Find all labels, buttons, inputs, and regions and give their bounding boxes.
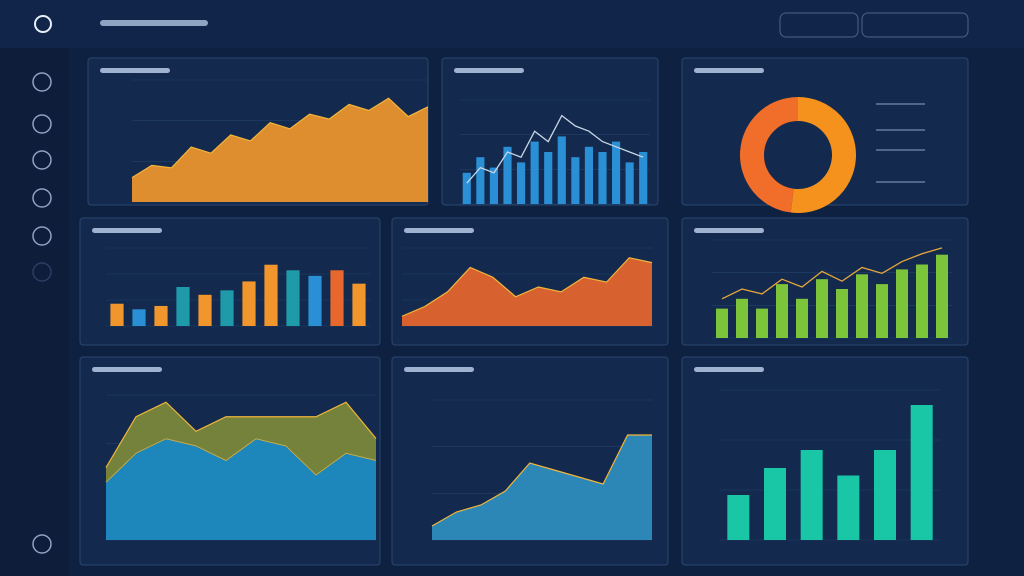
nav-icon[interactable]	[32, 188, 52, 208]
bar	[286, 270, 300, 326]
bar	[856, 274, 868, 338]
bar	[352, 283, 366, 326]
bar	[476, 157, 485, 204]
nav-icon[interactable]	[32, 150, 52, 170]
panel-title-placeholder	[92, 228, 162, 233]
toolbar-button[interactable]	[861, 12, 969, 38]
bar	[330, 270, 344, 326]
bar	[639, 152, 648, 204]
area	[132, 98, 428, 202]
bar	[132, 309, 146, 326]
bar	[154, 305, 168, 326]
bar	[837, 475, 860, 540]
nav-icon[interactable]	[32, 72, 52, 92]
bar	[530, 141, 539, 204]
bar	[198, 294, 212, 326]
sidebar	[0, 48, 70, 576]
panel-title-placeholder	[694, 228, 764, 233]
bar	[796, 298, 808, 338]
bar	[598, 152, 607, 204]
nav-icon[interactable]	[32, 114, 52, 134]
bar	[800, 450, 823, 540]
area	[432, 435, 652, 540]
nav-icon[interactable]	[32, 226, 52, 246]
line	[721, 247, 943, 300]
line	[466, 114, 644, 184]
panel	[681, 356, 969, 566]
panel-title-placeholder	[92, 367, 162, 372]
bar	[557, 136, 566, 204]
panel-title-placeholder	[454, 68, 524, 73]
area-edge	[401, 257, 653, 317]
area	[106, 402, 376, 482]
nav-icon[interactable]	[32, 534, 52, 554]
bar	[764, 468, 786, 540]
bar	[776, 284, 788, 338]
bar	[756, 308, 768, 338]
bar	[910, 405, 933, 540]
area	[106, 438, 376, 540]
area-edge	[105, 401, 377, 468]
toolbar-button[interactable]	[779, 12, 859, 38]
bar	[736, 298, 748, 338]
bar	[308, 275, 322, 326]
bar	[110, 303, 124, 326]
panel-title-placeholder	[694, 68, 764, 73]
bar	[612, 141, 621, 204]
bar	[625, 162, 634, 204]
bar	[876, 284, 888, 338]
bar	[936, 254, 948, 338]
bar	[896, 269, 908, 338]
logo	[34, 15, 52, 33]
bar	[571, 157, 580, 204]
bar	[916, 264, 928, 338]
bar	[517, 162, 526, 204]
bar	[242, 281, 256, 326]
area-edge	[431, 434, 652, 527]
panel-title-placeholder	[404, 367, 474, 372]
bar	[176, 287, 190, 326]
bar	[816, 279, 828, 338]
bar	[874, 450, 896, 540]
bar	[489, 167, 498, 204]
bar	[544, 152, 553, 204]
bar	[264, 264, 278, 326]
bar	[503, 146, 512, 204]
bar	[727, 495, 750, 540]
panel-title-placeholder	[404, 228, 474, 233]
area-edge	[131, 97, 429, 179]
bar	[716, 308, 728, 338]
donut-segment	[790, 97, 856, 213]
title-placeholder	[100, 20, 208, 26]
bar	[584, 146, 593, 204]
bar	[220, 290, 234, 326]
panel-title-placeholder	[694, 367, 764, 372]
donut-segment	[740, 97, 799, 213]
bar	[462, 172, 471, 204]
nav-icon[interactable]	[32, 262, 52, 282]
bar	[836, 289, 848, 338]
panel-title-placeholder	[100, 68, 170, 73]
